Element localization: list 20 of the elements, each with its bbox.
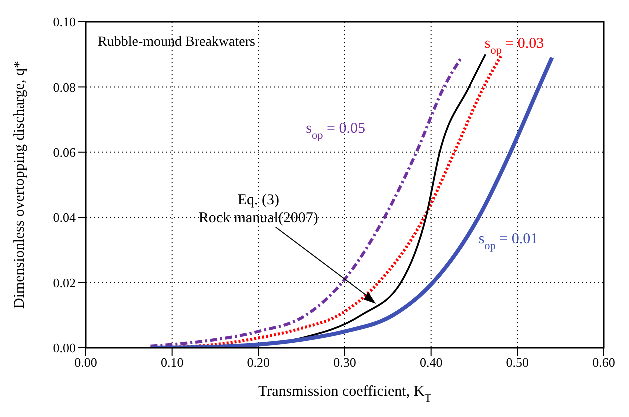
text: Eq. (3) Rock manual(2007) [198,192,318,227]
y-tick-label: 0.10 [53,14,76,30]
x-tick-label: 0.00 [74,355,98,370]
x-tick-label: 0.30 [334,355,356,370]
y-axis-title: Dimensionless overtopping discharge, q* [12,60,28,310]
x-tick-label: 0.20 [247,355,270,370]
series-label: s$_{op}$ = 0.03 [484,36,544,58]
x-axis-title: Transmission coefficient, K$_{T}$ [258,384,432,405]
y-tick-label: 0.04 [53,210,76,226]
x-tick-label: 0.50 [506,355,530,370]
y-tick-label: 0.00 [53,340,76,356]
x-tick-label: 0.40 [420,355,443,370]
x-tick-label: 0.60 [592,355,616,370]
y-tick-label: 0.08 [53,80,76,95]
series-label: s$_{op}$ = 0.01 [478,232,538,253]
x-tick-label: 0.10 [160,355,184,370]
y-tick-label: 0.06 [53,145,76,160]
y-tick-label: 0.02 [53,275,76,290]
text: s$_{op}$ = 0.05 [306,120,366,142]
annotation: Rubble-mound Breakwaters [98,35,256,50]
